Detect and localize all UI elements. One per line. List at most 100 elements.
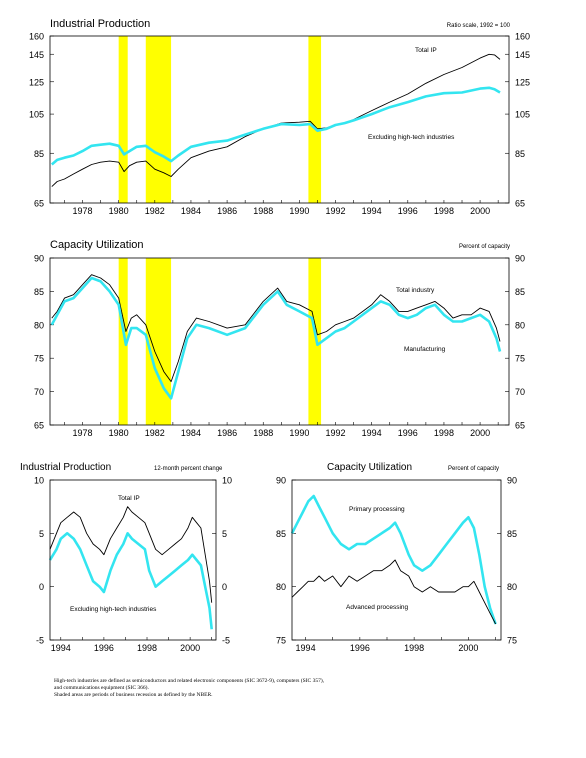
- y-tick-label: 85: [515, 149, 525, 159]
- x-tick-label: 1992: [326, 206, 346, 216]
- x-tick-label: 2000: [180, 643, 200, 653]
- series-line-total-ip: [49, 506, 213, 603]
- y-tick-label: 10: [34, 476, 44, 486]
- y-tick-label: 0: [222, 582, 227, 592]
- y-tick-label: 125: [515, 77, 530, 87]
- x-tick-label: 1998: [137, 643, 157, 653]
- series-line-excluding-high-tech-industries: [50, 86, 501, 166]
- plot-frame: [291, 479, 502, 641]
- y-tick-label: 10: [222, 476, 232, 486]
- industrial-production-scale-note: Ratio scale, 1992 = 100: [447, 23, 511, 29]
- y-tick-label: 70: [34, 387, 44, 397]
- y-tick-label: 5: [39, 529, 44, 539]
- y-tick-label: 80: [507, 582, 517, 592]
- series-label-total-industry: Total industry: [396, 287, 435, 294]
- y-tick-label: 85: [507, 529, 517, 539]
- x-tick-label: 1998: [434, 206, 454, 216]
- y-tick-label: 80: [34, 320, 44, 330]
- series-line-primary-processing: [290, 494, 497, 625]
- series-line-manufacturing: [50, 276, 502, 400]
- recession-shade: [118, 258, 128, 425]
- x-tick-label: 2000: [470, 206, 490, 216]
- processing-utilization-scale-note: Percent of capacity: [448, 466, 499, 472]
- plot-frame: [49, 479, 217, 641]
- y-tick-label: 90: [507, 476, 517, 486]
- series-label-primary-processing: Primary processing: [349, 506, 405, 513]
- y-tick-label: 85: [515, 287, 525, 297]
- series-label-excluding-high-tech-industries: Excluding high-tech industries: [368, 134, 455, 141]
- series-label-excluding-high-tech-industries: Excluding high-tech industries: [70, 606, 157, 613]
- x-tick-label: 1980: [109, 428, 129, 438]
- series-label-advanced-processing: Advanced processing: [346, 604, 409, 611]
- capacity-utilization-panel: Capacity Utilization Percent of capacity…: [34, 239, 525, 438]
- y-tick-label: 65: [34, 199, 44, 209]
- industrial-production-title: Industrial Production: [50, 18, 150, 30]
- footnote: High-tech industries are defined as semi…: [54, 678, 554, 699]
- y-tick-label: 85: [276, 529, 286, 539]
- processing-utilization-panel: Capacity Utilization Percent of capacity…: [276, 462, 517, 653]
- y-tick-label: 0: [39, 582, 44, 592]
- y-tick-label: 80: [276, 582, 286, 592]
- footnote-line: Shaded areas are periods of business rec…: [54, 692, 213, 698]
- y-tick-label: 125: [29, 77, 44, 87]
- footnote-line: and communications equipment (SIC 366).: [54, 685, 149, 691]
- recession-shade: [308, 258, 322, 425]
- x-tick-label: 1996: [398, 206, 418, 216]
- y-tick-label: 145: [29, 50, 44, 60]
- y-tick-label: 75: [507, 636, 517, 646]
- x-tick-label: 1984: [181, 206, 201, 216]
- x-tick-label: 1982: [145, 428, 165, 438]
- y-tick-label: 160: [29, 32, 44, 42]
- x-tick-label: 1988: [253, 206, 273, 216]
- x-tick-label: 1994: [362, 428, 382, 438]
- y-tick-label: 145: [515, 50, 530, 60]
- plot-frame: [49, 257, 510, 426]
- y-tick-label: -5: [36, 636, 44, 646]
- x-tick-label: 1990: [289, 428, 309, 438]
- industrial-production-panel: Industrial Production Ratio scale, 1992 …: [29, 18, 530, 216]
- series-line-total-ip: [51, 53, 501, 187]
- x-tick-label: 1978: [73, 428, 93, 438]
- recession-shade: [145, 258, 172, 425]
- x-tick-label: 1986: [217, 428, 237, 438]
- y-tick-label: 105: [515, 110, 530, 120]
- series-line-excluding-high-tech-industries: [48, 531, 213, 630]
- series-line-advanced-processing: [291, 559, 497, 625]
- y-tick-label: 5: [222, 529, 227, 539]
- x-tick-label: 2000: [470, 428, 490, 438]
- recession-shade: [145, 36, 172, 203]
- recession-shade: [118, 36, 128, 203]
- x-tick-label: 1986: [217, 206, 237, 216]
- capacity-utilization-title: Capacity Utilization: [50, 239, 144, 251]
- x-tick-label: 1994: [296, 643, 316, 653]
- y-tick-label: 75: [276, 636, 286, 646]
- x-tick-label: 1990: [289, 206, 309, 216]
- x-tick-label: 1992: [326, 428, 346, 438]
- y-tick-label: 65: [34, 421, 44, 431]
- x-tick-label: 1980: [109, 206, 129, 216]
- ip-percent-change-scale-note: 12-month percent change: [154, 466, 223, 472]
- ip-percent-change-title: Industrial Production: [20, 462, 111, 473]
- recession-shade: [308, 36, 322, 203]
- x-tick-label: 1996: [398, 428, 418, 438]
- x-tick-label: 1988: [253, 428, 273, 438]
- x-tick-label: 1984: [181, 428, 201, 438]
- processing-utilization-title: Capacity Utilization: [327, 462, 412, 473]
- x-tick-label: 1982: [145, 206, 165, 216]
- y-tick-label: 160: [515, 32, 530, 42]
- y-tick-label: 65: [515, 199, 525, 209]
- x-tick-label: 1998: [404, 643, 424, 653]
- footnote-line: High-tech industries are defined as semi…: [54, 678, 325, 684]
- y-tick-label: 90: [515, 254, 525, 264]
- y-tick-label: 85: [34, 287, 44, 297]
- y-tick-label: 85: [34, 149, 44, 159]
- y-tick-label: 65: [515, 421, 525, 431]
- y-tick-label: 90: [34, 254, 44, 264]
- y-tick-label: 80: [515, 320, 525, 330]
- series-line-total-industry: [51, 274, 501, 383]
- x-tick-label: 1996: [350, 643, 370, 653]
- x-tick-label: 1998: [434, 428, 454, 438]
- ip-percent-change-panel: Industrial Production 12-month percent c…: [20, 462, 232, 653]
- x-tick-label: 1994: [362, 206, 382, 216]
